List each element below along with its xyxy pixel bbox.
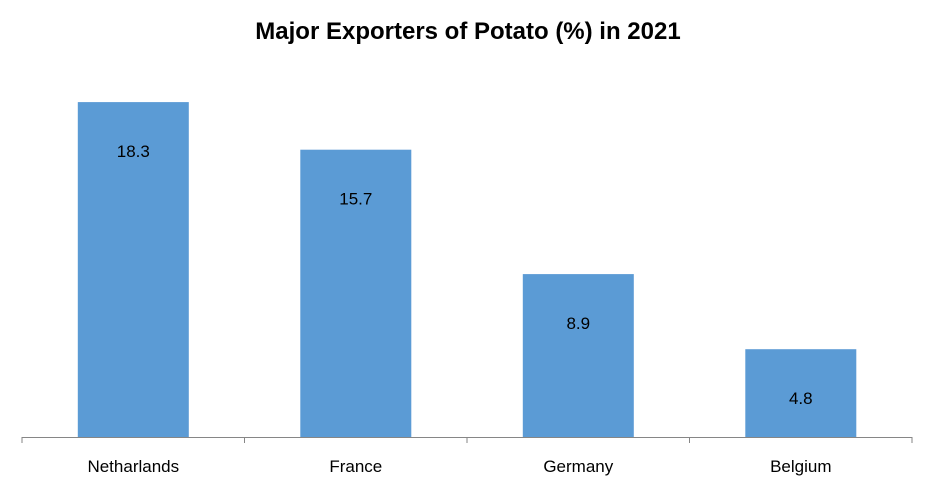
bar-germany (522, 274, 634, 437)
tick-marks (21, 437, 913, 443)
chart-title: Major Exporters of Potato (%) in 2021 (255, 18, 681, 45)
bar-france (300, 149, 412, 437)
data-label-netharlands: 18.3 (117, 142, 150, 161)
data-label-germany: 8.9 (566, 314, 590, 333)
tick-label-germany: Germany (543, 457, 613, 476)
data-label-belgium: 4.8 (789, 389, 813, 408)
tick-label-france: France (329, 457, 382, 476)
data-label-france: 15.7 (339, 190, 372, 209)
bar-netharlands (77, 102, 189, 437)
category-labels: Netharlands France Germany Belgium (87, 457, 831, 476)
bar-belgium (745, 349, 857, 437)
tick-label-belgium: Belgium (770, 457, 831, 476)
tick-label-netharlands: Netharlands (87, 457, 179, 476)
bars-layer: 18.3 15.7 8.9 4.8 (77, 102, 857, 437)
